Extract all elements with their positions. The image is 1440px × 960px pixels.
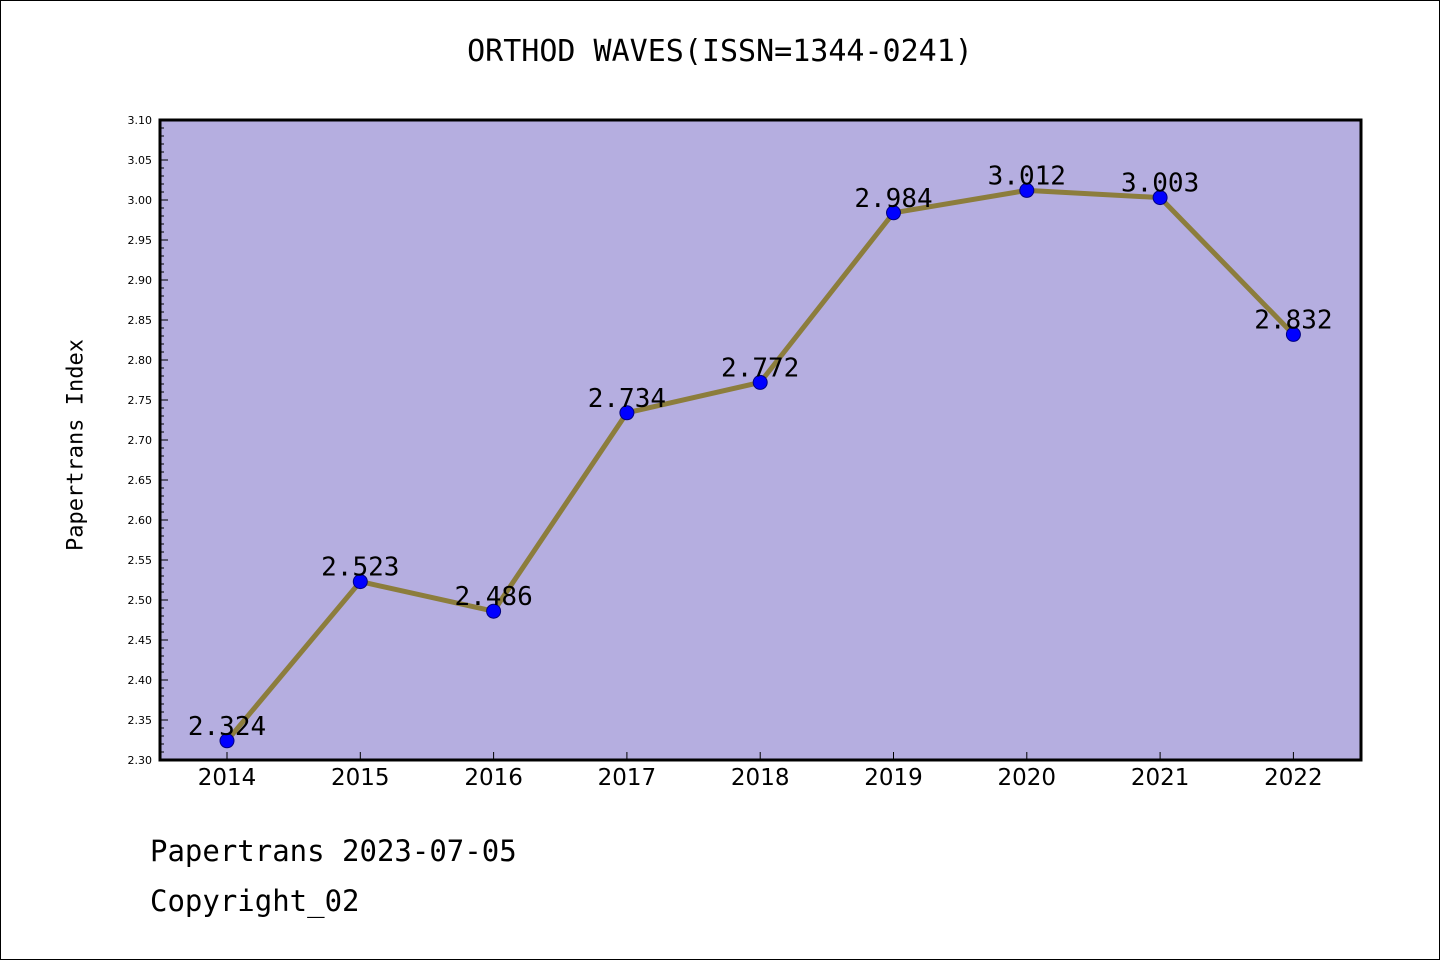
y-tick-label: 2.70 bbox=[128, 434, 153, 447]
data-point bbox=[886, 205, 901, 221]
y-tick-label: 2.35 bbox=[128, 714, 153, 727]
y-tick-label: 2.65 bbox=[128, 474, 153, 487]
y-tick-label: 2.80 bbox=[128, 354, 153, 367]
plot-area bbox=[160, 120, 1361, 760]
data-point bbox=[619, 405, 635, 421]
data-label: 2.523 bbox=[321, 553, 399, 583]
y-tick-label: 2.55 bbox=[128, 554, 153, 567]
y-tick-label: 3.00 bbox=[128, 194, 153, 207]
y-axis: 2.30 2.35 2.40 2.45 2.50 2.55 2.60 2.65 2.70 2.75… bbox=[128, 114, 168, 767]
y-tick-label: 2.90 bbox=[128, 274, 153, 287]
y-tick-label: 2.50 bbox=[128, 594, 153, 607]
chart-title: ORTHOD WAVES(ISSN=1344-0241) bbox=[467, 34, 973, 69]
x-tick-label: 2020 bbox=[998, 765, 1057, 791]
y-tick-label: 2.75 bbox=[128, 394, 153, 407]
x-tick-label: 2018 bbox=[731, 765, 790, 791]
plot-border bbox=[158, 118, 1363, 762]
data-label: 2.832 bbox=[1254, 305, 1332, 335]
data-labels: 2.324 2.523 2.486 2.734 2.772 2.984 3.012 3.003… bbox=[188, 161, 1333, 741]
data-label: 2.486 bbox=[454, 582, 532, 612]
y-tick-label: 2.85 bbox=[128, 314, 153, 327]
data-point bbox=[752, 374, 768, 390]
y-tick-label: 2.60 bbox=[128, 514, 153, 527]
y-tick-label: 2.45 bbox=[128, 634, 153, 647]
y-tick-label: 2.30 bbox=[128, 754, 153, 767]
data-point bbox=[1019, 182, 1035, 198]
x-tick-label: 2016 bbox=[464, 765, 523, 791]
x-axis: 2014 2015 2016 2017 2018 2019 2020 2021 2022 bbox=[198, 752, 1323, 791]
y-tick-label: 2.40 bbox=[128, 674, 153, 687]
x-tick-label: 2015 bbox=[331, 765, 390, 791]
data-label: 2.324 bbox=[188, 712, 266, 742]
data-point bbox=[1152, 190, 1168, 206]
data-point bbox=[486, 603, 502, 619]
y-tick-label: 3.05 bbox=[128, 154, 153, 167]
x-tick-label: 2021 bbox=[1131, 765, 1190, 791]
data-label: 2.734 bbox=[588, 384, 666, 414]
footer-date-line: Papertrans 2023-07-05 bbox=[150, 834, 517, 868]
y-tick-label: 2.95 bbox=[128, 234, 153, 247]
data-point bbox=[219, 733, 235, 749]
data-label: 2.772 bbox=[721, 353, 799, 383]
x-tick-label: 2017 bbox=[598, 765, 657, 791]
data-markers bbox=[219, 182, 1301, 749]
data-label: 3.003 bbox=[1121, 169, 1199, 199]
x-tick-label: 2014 bbox=[198, 765, 257, 791]
data-point bbox=[352, 574, 368, 590]
x-tick-label: 2022 bbox=[1264, 765, 1323, 791]
footer-copyright: Copyright_02 bbox=[150, 884, 360, 918]
x-tick-label: 2019 bbox=[864, 765, 923, 791]
data-point bbox=[1285, 326, 1301, 342]
y-tick-label: 3.10 bbox=[128, 114, 153, 127]
data-label: 3.012 bbox=[988, 161, 1066, 191]
data-label: 2.984 bbox=[854, 184, 932, 214]
